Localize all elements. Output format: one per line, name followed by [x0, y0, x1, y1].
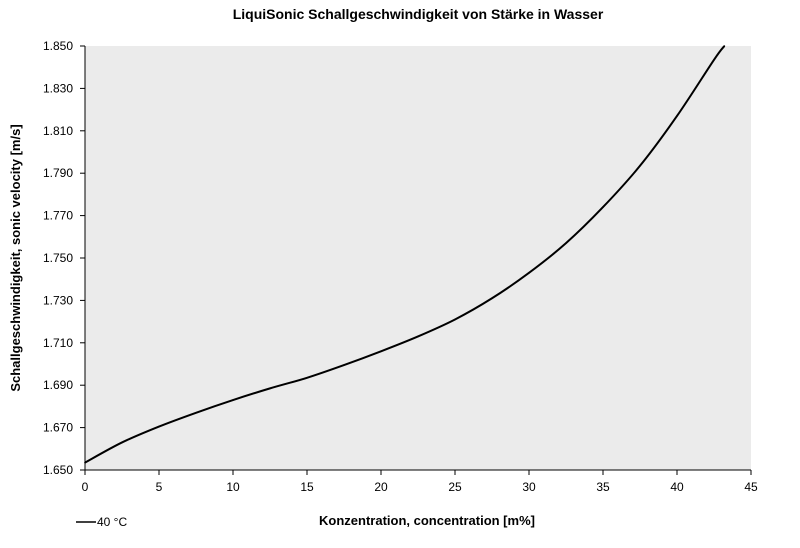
y-tick-label-1730: 1.730	[43, 293, 73, 307]
data-point-0-3	[195, 411, 197, 414]
x-tick-label-45: 45	[744, 480, 758, 494]
data-point-0-11	[491, 297, 493, 300]
data-point-0-4	[232, 399, 234, 401]
data-point-0-13	[565, 242, 567, 244]
x-tick-label-30: 30	[522, 480, 536, 494]
y-tick-label-1770: 1.770	[43, 209, 73, 223]
y-tick-label-1810: 1.810	[43, 124, 73, 138]
x-tick-label-35: 35	[596, 480, 610, 494]
data-point-0-6	[306, 376, 308, 379]
y-tick-label-1830: 1.830	[43, 81, 73, 95]
data-point-0-8	[380, 350, 382, 353]
x-tick-label-25: 25	[448, 480, 462, 494]
y-tick-label-1750: 1.750	[43, 251, 73, 265]
x-tick-label-5: 5	[156, 480, 163, 494]
plot-area	[85, 46, 751, 470]
y-tick-label-1850: 1.850	[43, 39, 73, 53]
x-tick-label-20: 20	[374, 480, 388, 494]
data-point-0-7	[343, 364, 345, 366]
tick-labels-group: 0 5 10 15 20 25 30 35 40 45 1.650 1.670 1.690 1.710 1.…	[43, 39, 758, 494]
x-tick-label-15: 15	[300, 480, 314, 494]
y-tick-label-1710: 1.710	[43, 336, 73, 350]
legend: 40 °C	[76, 515, 127, 529]
y-tick-label-1790: 1.790	[43, 166, 73, 180]
data-point-0-9	[417, 335, 419, 338]
data-point-0-15	[639, 164, 641, 167]
ticks-group	[80, 45, 752, 475]
data-point-0-18	[723, 45, 726, 47]
x-tick-label-0: 0	[82, 480, 89, 494]
x-tick-label-10: 10	[226, 480, 240, 494]
data-point-0-1	[121, 441, 123, 444]
y-tick-label-1670: 1.670	[43, 421, 73, 435]
data-point-0-14	[602, 206, 604, 208]
data-point-0-5	[269, 387, 271, 390]
legend-label-40c: 40 °C	[97, 515, 127, 529]
data-point-0-16	[676, 115, 678, 117]
series-group	[84, 45, 726, 464]
data-point-0-10	[454, 318, 456, 321]
x-axis-label: Konzentration, concentration [m%]	[319, 513, 535, 528]
y-tick-label-1650: 1.650	[43, 463, 73, 477]
chart-title: LiquiSonic Schallgeschwindigkeit von Stä…	[233, 6, 604, 22]
data-point-0-2	[158, 425, 160, 428]
y-tick-label-1690: 1.690	[43, 378, 73, 392]
data-point-0-12	[528, 272, 530, 274]
data-point-0-17	[713, 58, 715, 61]
x-tick-label-40: 40	[670, 480, 684, 494]
y-axis-label: Schallgeschwindigkeit, sonic velocity [m…	[8, 124, 23, 391]
